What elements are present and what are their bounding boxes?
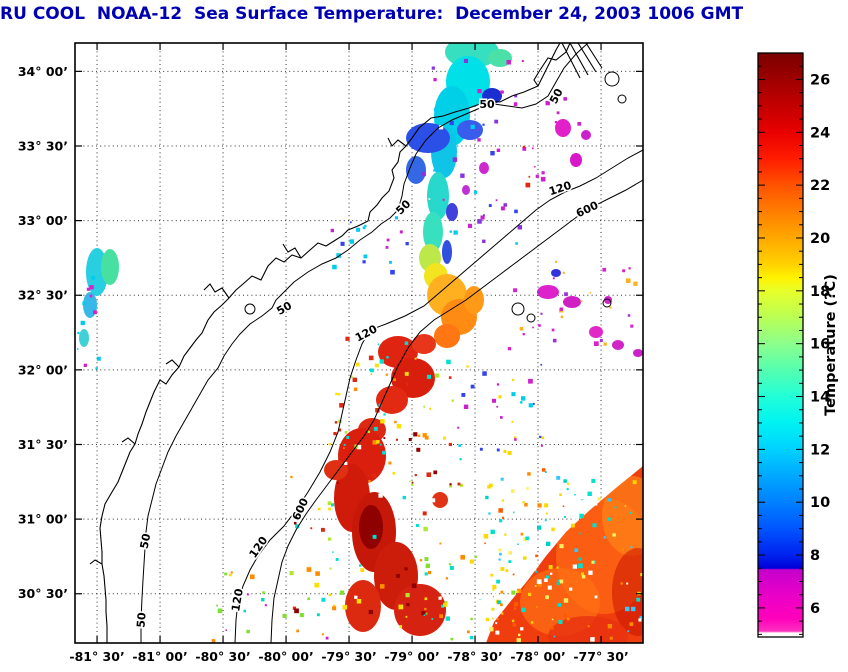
svg-text:8: 8 [810,548,820,564]
svg-text:50: 50 [134,612,148,629]
svg-text:-78° 30’: -78° 30’ [447,649,502,664]
svg-text:16: 16 [810,337,830,353]
plot-frame [74,42,644,644]
sst-speckles [77,58,643,643]
svg-text:-79° 30’: -79° 30’ [321,649,376,664]
svg-text:-77° 30’: -77° 30’ [573,649,628,664]
svg-text:50: 50 [138,532,154,550]
sst-patches [79,43,643,636]
svg-text:12: 12 [810,442,830,458]
svg-text:18: 18 [810,284,830,300]
isobath-loop [526,313,536,323]
svg-text:-81° 00’: -81° 00’ [132,649,187,664]
svg-text:6: 6 [810,601,820,617]
svg-text:22: 22 [810,178,830,194]
svg-text:31° 00’: 31° 00’ [18,512,68,527]
svg-text:34° 00’: 34° 00’ [18,64,68,79]
colorbar-tick-labels: 26 24 22 20 18 16 14 12 10 8 6 [810,72,830,617]
svg-text:30° 30’: 30° 30’ [18,586,68,601]
svg-text:20: 20 [810,231,830,247]
isobath-600m [270,179,643,643]
y-tick-labels: 34° 00’ 33° 30’ 33° 00’ 32° 30’ 32° 00’ 31° 3… [18,64,68,601]
isobath-120m [234,149,643,643]
svg-text:-81° 30’: -81° 30’ [69,649,124,664]
svg-text:26: 26 [810,72,830,88]
svg-text:10: 10 [810,495,830,511]
isobath-loop [602,298,612,308]
colorbar-gradient [757,52,804,638]
coastline-path [89,43,603,643]
axis-ticks [75,43,643,643]
svg-text:24: 24 [810,125,830,141]
isobath-loop [617,94,627,104]
svg-text:-78° 00’: -78° 00’ [510,649,565,664]
svg-text:32° 30’: 32° 30’ [18,288,68,303]
isobath-loop [244,303,256,315]
svg-text:120: 120 [229,587,246,612]
svg-text:32° 00’: 32° 00’ [18,362,68,377]
svg-text:50: 50 [479,98,495,111]
svg-text:33° 30’: 33° 30’ [18,138,68,153]
svg-text:-79° 00’: -79° 00’ [384,649,439,664]
svg-text:14: 14 [810,390,830,406]
colorbar-axis-label: Temperature (?C) [823,274,839,416]
svg-text:33° 00’: 33° 00’ [18,213,68,228]
isobath-50m [140,43,589,643]
svg-text:-80° 00’: -80° 00’ [258,649,313,664]
svg-text:31° 30’: 31° 30’ [18,437,68,452]
svg-text:-80° 30’: -80° 30’ [195,649,250,664]
isobath-loop [604,71,620,87]
isobath-loop [511,302,525,316]
x-tick-labels: -81° 30’ -81° 00’ -80° 30’ -80° 00’ -79° 30’… [69,649,628,664]
